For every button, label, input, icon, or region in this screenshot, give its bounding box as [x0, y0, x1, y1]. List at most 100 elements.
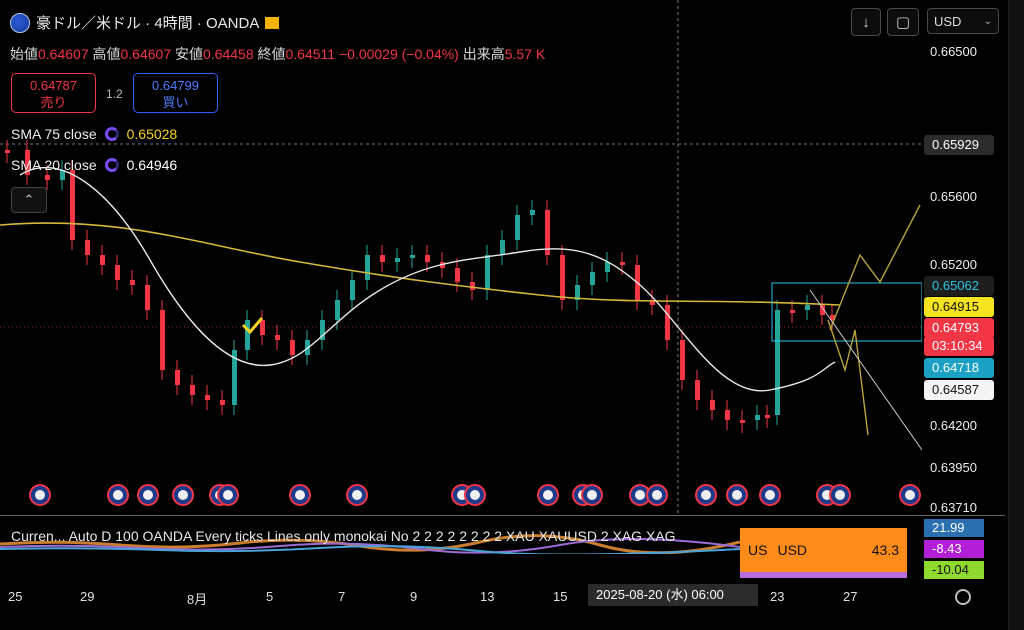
candle-body: [70, 170, 75, 240]
candle-body: [410, 255, 415, 258]
oscillator-title[interactable]: Curren... Auto D 100 OANDA Every ticks L…: [11, 528, 676, 544]
currency-select[interactable]: USD ⌄: [927, 8, 999, 34]
time-axis-label: 25: [8, 589, 23, 604]
sma20-value: 0.64946: [126, 157, 178, 173]
sma75-name: SMA 75 close: [11, 126, 97, 142]
candle-body: [830, 315, 835, 320]
sell-label: 売り: [40, 95, 67, 110]
osc-tag-text: -10.04: [932, 562, 969, 577]
price-axis-label: 0.63710: [930, 500, 977, 515]
fullscreen-icon[interactable]: ▢: [887, 8, 919, 36]
high-value: 0.64607: [120, 46, 172, 62]
price-axis-label: 0.65600: [930, 189, 977, 204]
price-chart[interactable]: [0, 0, 922, 515]
chevron-down-icon: ⌄: [983, 15, 992, 27]
candle-body: [545, 210, 550, 255]
price-axis-label: 0.66500: [930, 44, 977, 59]
usd-box-left: US: [748, 542, 768, 558]
indicator-sma20[interactable]: SMA 20 close 0.64946: [11, 157, 177, 173]
ohlc-legend: 始値0.64607 高値0.64607 安値0.64458 終値0.64511 …: [10, 44, 545, 64]
economic-event-icon-inner: [143, 490, 153, 500]
loading-icon: [104, 158, 119, 172]
sma75-value: 0.65028: [126, 126, 178, 142]
range-box: [771, 282, 922, 342]
price-tag-text: 0.64793: [932, 320, 979, 335]
candle-body: [350, 280, 355, 300]
trend-line: [809, 289, 922, 451]
sell-button[interactable]: 0.64787 売り: [11, 73, 96, 113]
candle-body: [335, 300, 340, 320]
candle-body: [275, 335, 280, 340]
economic-event-icon-inner: [178, 490, 188, 500]
price-tag-sma75: 0.64915: [924, 297, 994, 317]
candle-body: [805, 305, 810, 310]
economic-event-icon-inner: [295, 490, 305, 500]
buy-button[interactable]: 0.64799 買い: [133, 73, 218, 113]
price-tag-text: 0.64718: [932, 360, 979, 375]
candle-body: [650, 300, 655, 305]
candle-body: [145, 285, 150, 310]
settings-icon[interactable]: [955, 589, 971, 605]
economic-event-icon-inner: [765, 490, 775, 500]
countdown-tag: 03:10:34: [924, 336, 994, 356]
economic-event-icon-inner: [470, 490, 480, 500]
countdown-text: 03:10:34: [932, 338, 983, 353]
spread-value: 1.2: [106, 87, 123, 101]
high-label: 高値: [92, 46, 121, 62]
open-value: 0.64607: [38, 46, 89, 62]
candle-body: [115, 265, 120, 280]
candle-body: [710, 400, 715, 410]
symbol-title: 豪ドル／米ドル · 4時間 · OANDA: [10, 12, 280, 33]
sell-price: 0.64787: [30, 78, 77, 93]
economic-event-icon-inner: [732, 490, 742, 500]
economic-event-icon-inner: [543, 490, 553, 500]
time-axis-label: 23: [770, 589, 785, 604]
candle-body: [25, 150, 30, 175]
crosshair-time-tag: 2025-08-20 (水) 06:00: [588, 584, 758, 606]
candle-body: [560, 255, 565, 300]
candle-body: [455, 268, 460, 282]
candle-body: [665, 305, 670, 340]
candle-body: [425, 255, 430, 262]
sma75-line: [0, 222, 841, 306]
economic-event-icon-inner: [587, 490, 597, 500]
symbol-title-text: 豪ドル／米ドル · 4時間 · OANDA: [36, 15, 260, 32]
indicator-sma75[interactable]: SMA 75 close 0.65028: [11, 126, 177, 142]
crosshair-price-tag: 0.65929: [924, 135, 994, 155]
checkmark-icon: [241, 317, 264, 335]
projection-up-line: [829, 204, 921, 331]
candle-body: [790, 310, 795, 313]
economic-event-icon-inner: [635, 490, 645, 500]
volume-value: 5.57 K: [504, 46, 546, 62]
collapse-legend-button[interactable]: ⌃: [11, 187, 47, 213]
candle-body: [45, 175, 50, 180]
pane-separator[interactable]: [0, 515, 1005, 516]
candle-body: [530, 210, 535, 215]
usd-box-value: 43.3: [871, 542, 899, 558]
candle-body: [575, 285, 580, 300]
price-tag-lower-band: 0.64718: [924, 358, 994, 378]
economic-event-icon-inner: [701, 490, 711, 500]
time-axis-label: 8月: [187, 592, 208, 607]
candle-body: [395, 258, 400, 262]
open-label: 始値: [10, 46, 38, 62]
oscillator-usd-box: US USD 43.3: [740, 528, 907, 572]
price-tag-upper-band: 0.65062: [924, 276, 994, 296]
price-tag-text: 0.64587: [932, 382, 979, 397]
sma20-name: SMA 20 close: [11, 157, 97, 173]
candle-body: [100, 255, 105, 265]
price-axis-label: 0.63950: [930, 460, 977, 475]
candle-body: [380, 255, 385, 262]
time-axis-label: 15: [553, 589, 568, 604]
economic-event-icon-inner: [223, 490, 233, 500]
arrow-down-icon[interactable]: ↓: [851, 8, 881, 36]
candle-body: [775, 310, 780, 415]
candle-body: [320, 320, 325, 340]
candle-body: [130, 280, 135, 285]
candle-body: [190, 385, 195, 395]
candle-body: [590, 272, 595, 285]
candle-body: [205, 395, 210, 400]
side-panel-edge: [1008, 0, 1024, 630]
price-tag-sma20: 0.64587: [924, 380, 994, 400]
bookmark-icon[interactable]: [265, 16, 280, 29]
